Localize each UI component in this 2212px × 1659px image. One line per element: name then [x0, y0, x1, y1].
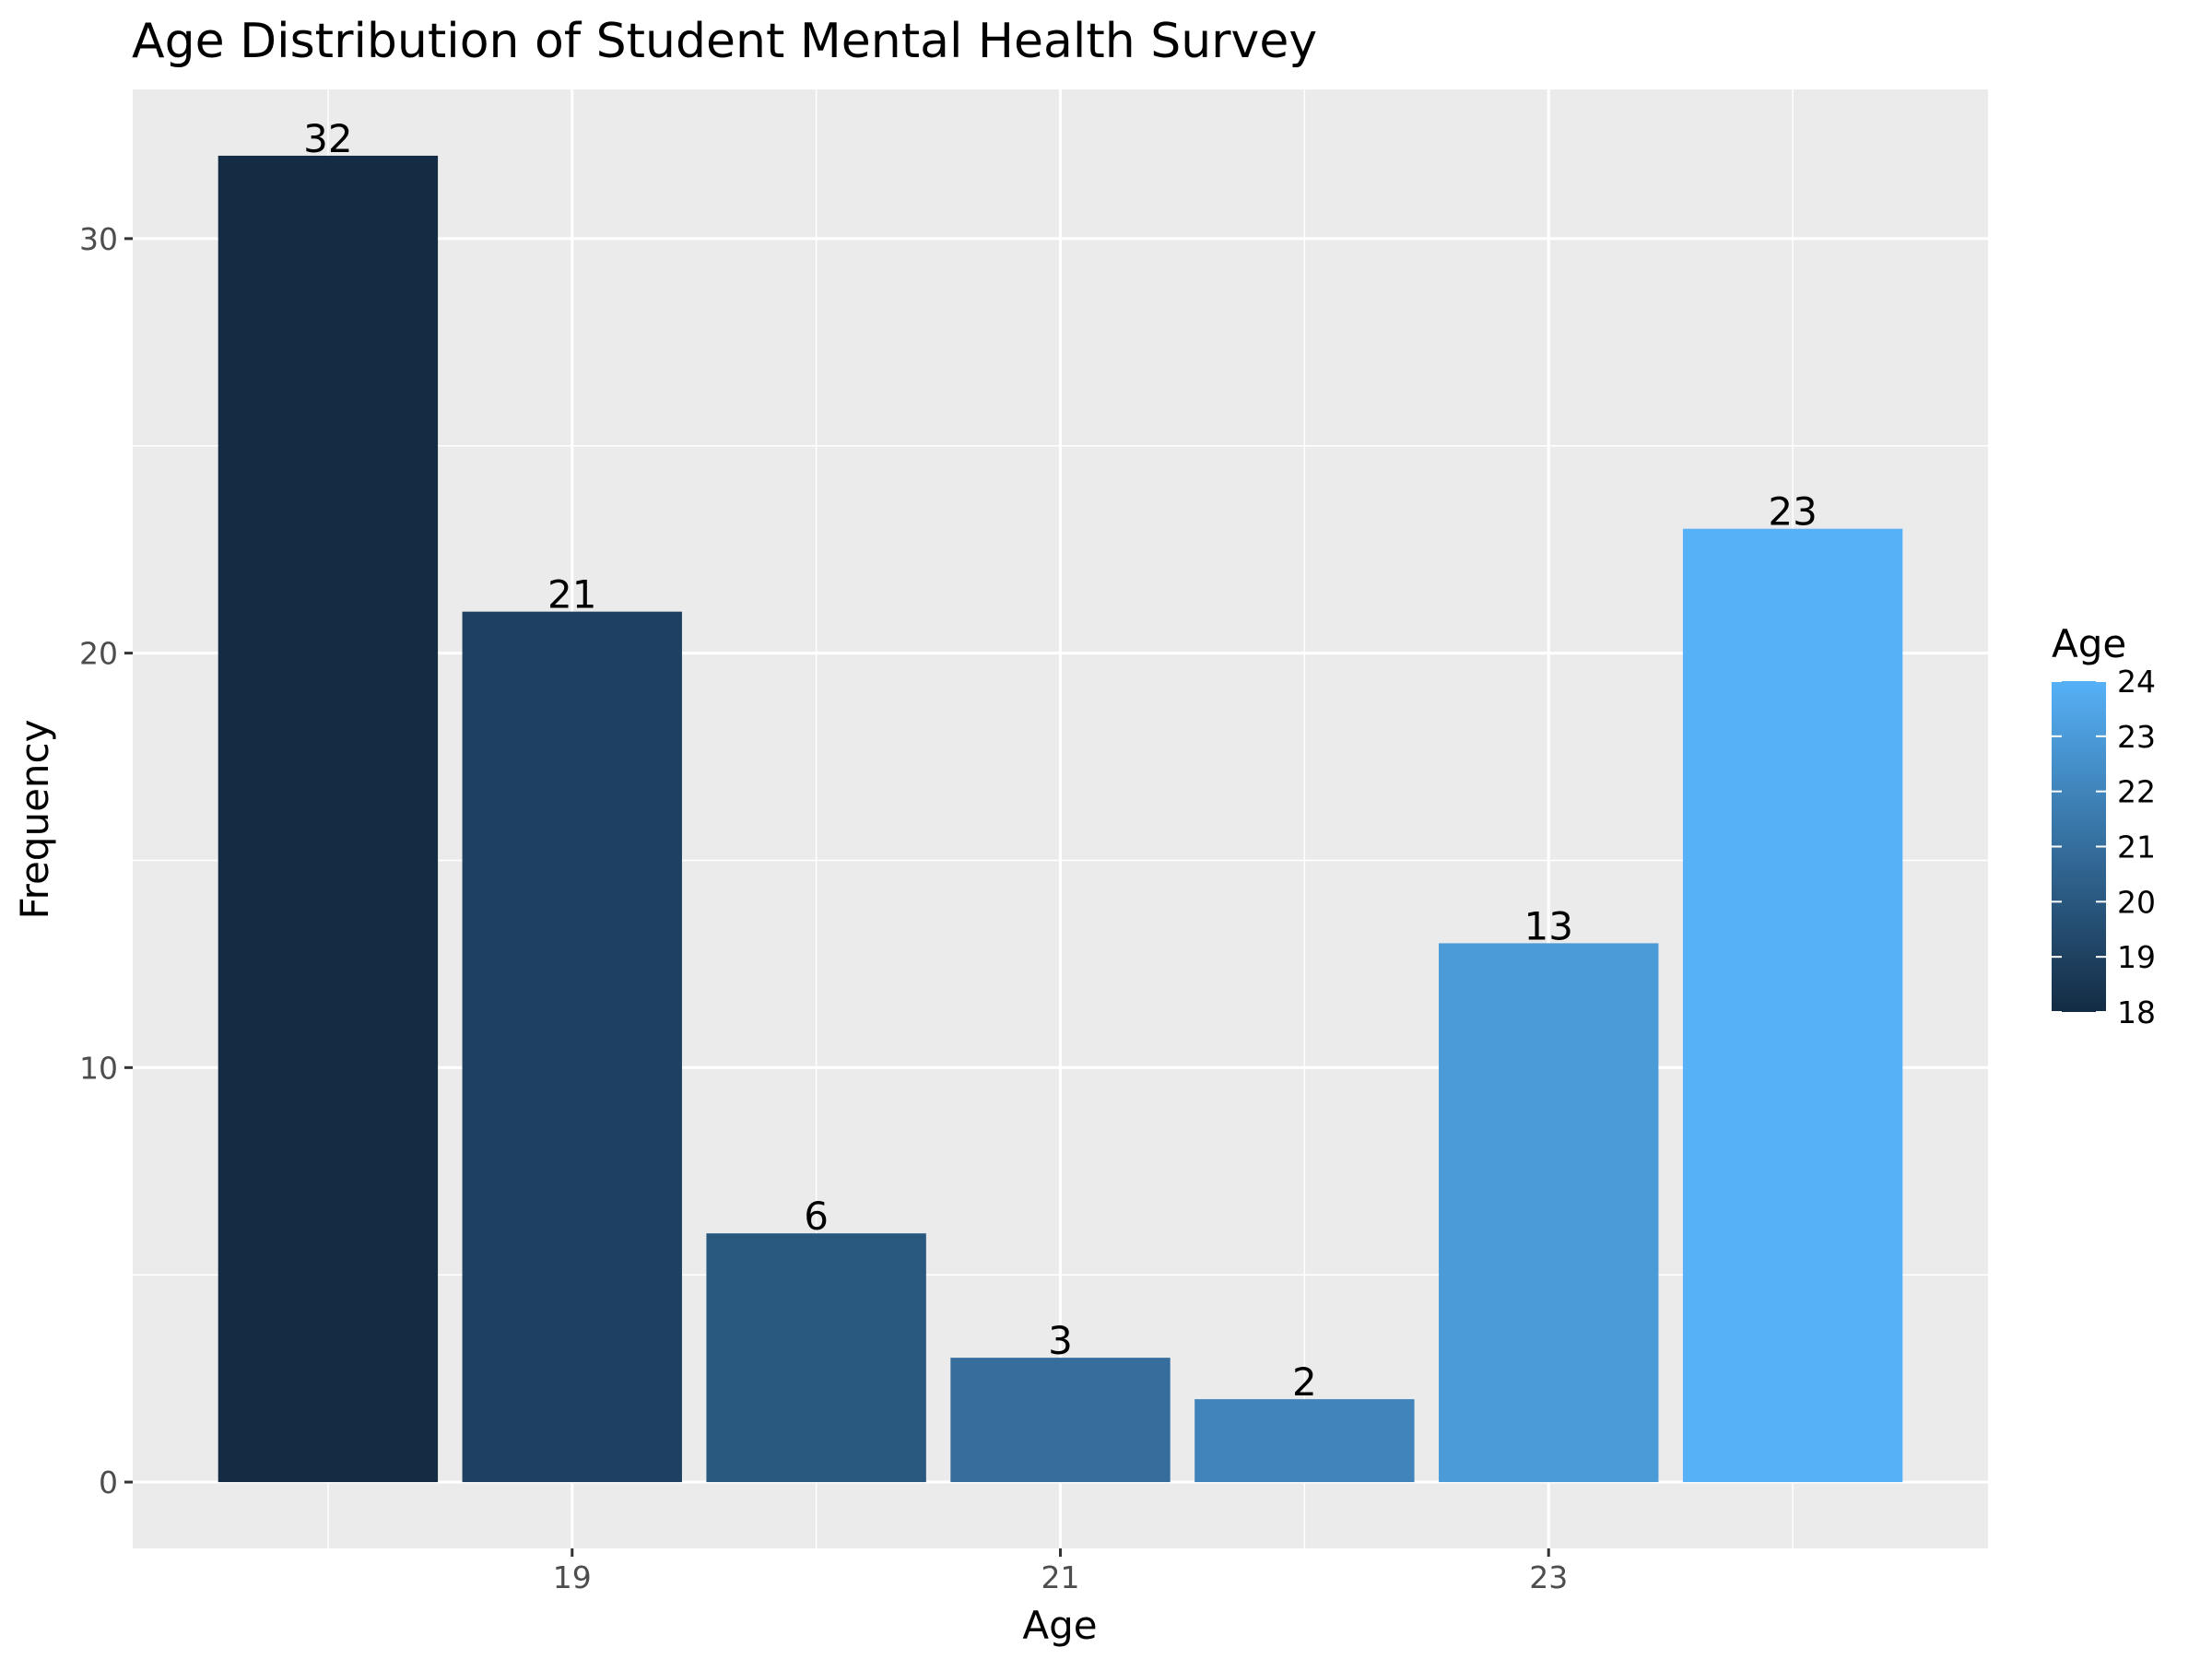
- x-axis-title: Age: [1022, 1603, 1097, 1648]
- bar-age-24: [1682, 528, 1903, 1483]
- bar-value-label: 21: [547, 572, 596, 618]
- legend-label: 21: [2117, 830, 2156, 865]
- y-tick-label: 30: [79, 221, 118, 257]
- legend-title: Age: [2052, 621, 2126, 666]
- y-tick-label: 10: [79, 1050, 118, 1086]
- bar-age-23: [1439, 943, 1659, 1483]
- y-tick-label: 20: [79, 636, 118, 672]
- bar-value-label: 3: [1048, 1318, 1073, 1363]
- bar-value-label: 2: [1292, 1359, 1317, 1405]
- x-tick-label: 21: [1041, 1559, 1080, 1595]
- bar-value-label: 32: [303, 116, 352, 161]
- bars: [218, 155, 1903, 1483]
- bar-age-21: [950, 1358, 1171, 1483]
- legend: Age 24 23 22 21 20 19 18: [2052, 621, 2156, 1030]
- x-tick-label: 23: [1529, 1559, 1568, 1595]
- bar-age-19: [462, 611, 682, 1483]
- bar-value-label: 13: [1524, 903, 1573, 948]
- bar-age-22: [1194, 1399, 1415, 1483]
- legend-label: 20: [2117, 884, 2156, 920]
- bar-value-label: 6: [804, 1194, 829, 1239]
- legend-label: 19: [2117, 939, 2156, 975]
- legend-label: 24: [2117, 664, 2156, 700]
- bar-age-20: [706, 1233, 926, 1483]
- chart-title: Age Distribution of Student Mental Healt…: [132, 14, 1317, 69]
- grid-lines: [133, 89, 1988, 1548]
- bar-value-label: 23: [1768, 489, 1817, 535]
- legend-label: 23: [2117, 719, 2156, 755]
- legend-ticks: 24 23 22 21 20 19 18: [2052, 664, 2156, 1030]
- bar-age-18: [218, 155, 439, 1483]
- y-axis-title: Frequency: [12, 720, 57, 920]
- legend-label: 18: [2117, 994, 2156, 1030]
- legend-label: 22: [2117, 774, 2156, 810]
- y-tick-label: 0: [99, 1465, 118, 1500]
- x-tick-label: 19: [553, 1559, 592, 1595]
